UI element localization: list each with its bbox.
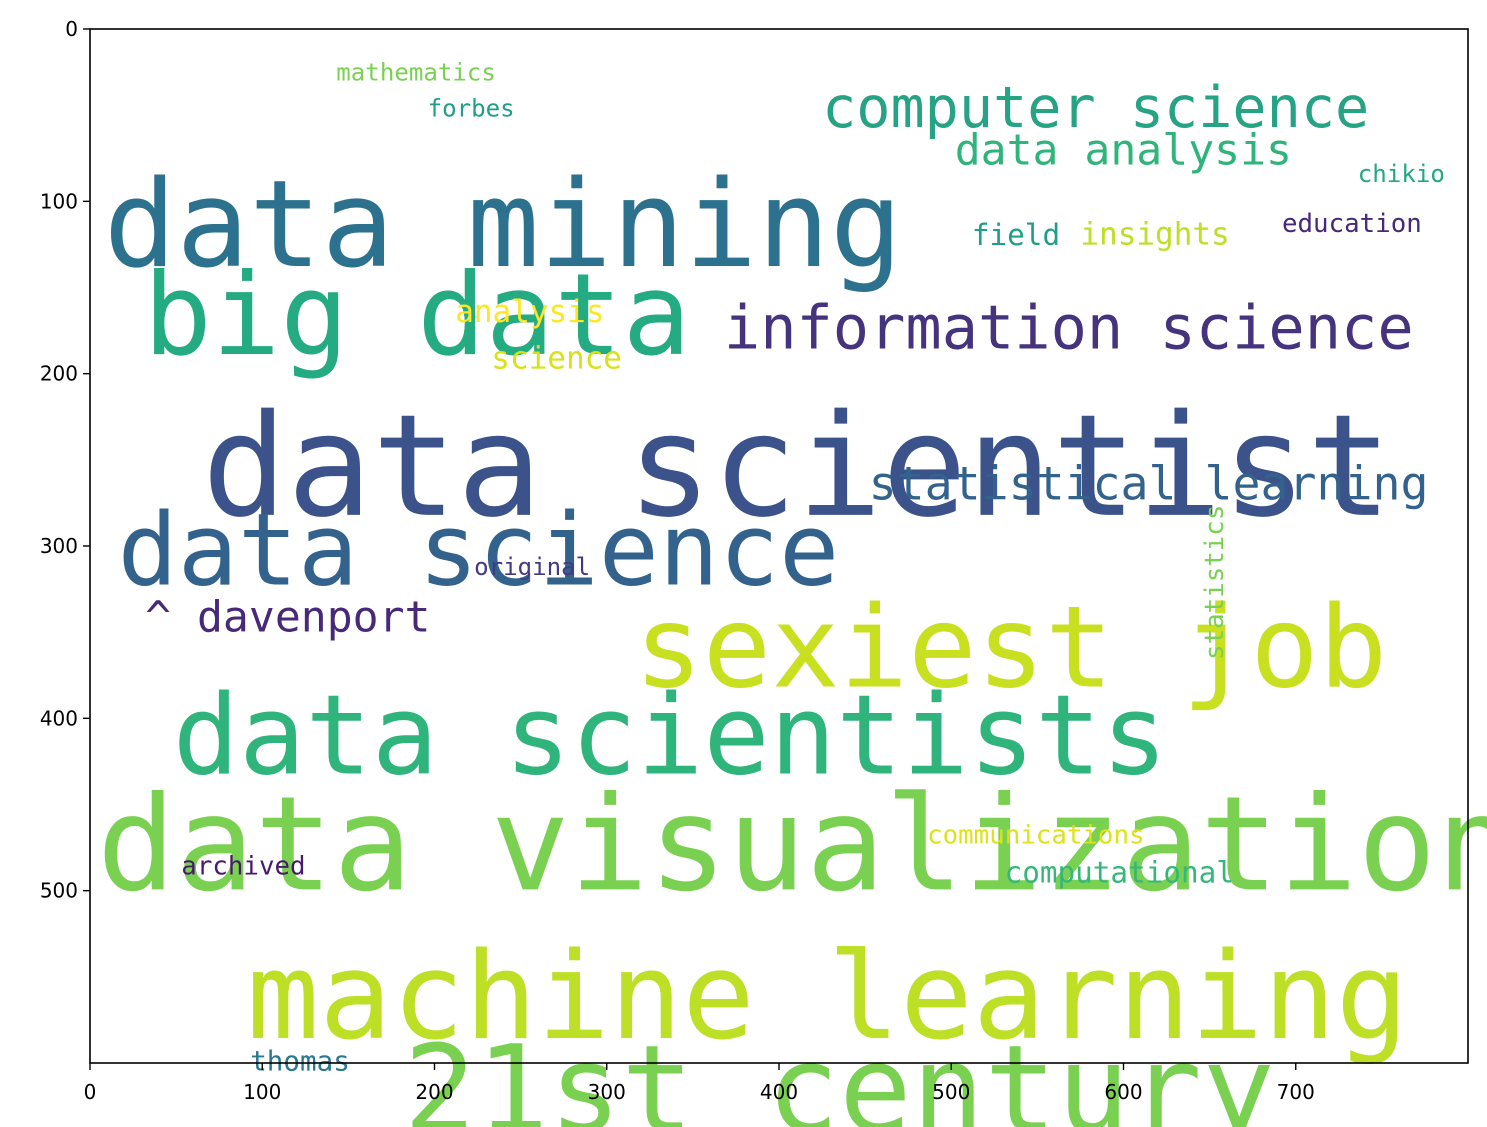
x-tick-label: 400 xyxy=(760,1080,798,1104)
word-davenport: ^ davenport xyxy=(145,592,430,642)
word-original: original xyxy=(474,553,590,581)
word-archived: archived xyxy=(181,852,305,882)
word-chikio: chikio xyxy=(1358,160,1445,188)
x-tick-label: 500 xyxy=(932,1080,970,1104)
word-big-data: big data xyxy=(143,248,691,381)
x-tick-label: 100 xyxy=(243,1080,281,1104)
word-communications: communications xyxy=(927,821,1144,851)
y-tick-label: 400 xyxy=(40,706,78,730)
word-statistics: statistics xyxy=(1200,505,1230,660)
word-data-science: data science xyxy=(118,491,840,608)
word-education: education xyxy=(1282,209,1422,239)
x-tick-label: 0 xyxy=(84,1080,97,1104)
word-information-science: information science xyxy=(724,293,1414,363)
word-21st-century: 21st century xyxy=(404,1020,1275,1127)
word-forbes: forbes xyxy=(428,95,515,123)
word-computer-science: computer science xyxy=(822,75,1369,141)
word-science: science xyxy=(491,341,622,377)
x-tick-label: 600 xyxy=(1104,1080,1142,1104)
y-tick-label: 500 xyxy=(40,879,78,903)
word-data-scientist: data scientist xyxy=(202,385,1392,549)
word-mathematics: mathematics xyxy=(336,59,496,87)
y-tick-label: 200 xyxy=(40,362,78,386)
axes: 0 100 200 300 400 500 600 700 0 100 200 300 400 500 xyxy=(40,17,1469,1104)
y-tick-label: 300 xyxy=(40,534,78,558)
x-tick-label: 300 xyxy=(588,1080,626,1104)
word-data-analysis: data analysis xyxy=(955,125,1292,175)
word-sexiest-job: sexiest job xyxy=(634,580,1387,713)
word-data-scientists: data scientists xyxy=(173,671,1168,799)
word-machine-learning: machine learning xyxy=(247,927,1409,1067)
word-computational: computational xyxy=(1005,856,1234,890)
x-tick-label: 700 xyxy=(1277,1080,1315,1104)
word-data-visualization: data visualization xyxy=(97,768,1487,920)
word-analysis: analysis xyxy=(455,294,604,330)
x-tick-label: 200 xyxy=(415,1080,453,1104)
word-insights: insights xyxy=(1080,217,1229,253)
y-tick-label: 100 xyxy=(40,189,78,213)
y-tick-label: 0 xyxy=(65,17,78,41)
word-field: field xyxy=(972,218,1060,252)
word-statistical-learning: statistical learning xyxy=(869,457,1429,511)
word-thomas: thomas xyxy=(250,1045,350,1078)
word-data-mining: data mining xyxy=(104,155,903,295)
